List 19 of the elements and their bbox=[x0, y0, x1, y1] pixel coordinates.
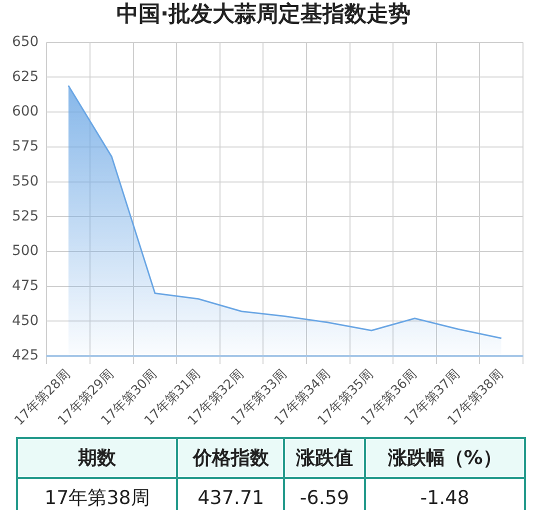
text: -6.59 bbox=[284, 478, 365, 510]
text: 涨跌幅（%） bbox=[364, 438, 525, 478]
y-tick-label: 525 bbox=[12, 208, 39, 224]
text: 17年第38周 bbox=[17, 478, 178, 510]
y-tick-label: 500 bbox=[12, 243, 39, 260]
y-tick-label: 425 bbox=[12, 348, 39, 364]
y-tick-label: 550 bbox=[12, 173, 39, 190]
text: 价格指数 bbox=[177, 438, 284, 478]
text: -1.48 bbox=[364, 478, 525, 510]
text: 437.71 bbox=[177, 478, 284, 510]
y-tick-label: 650 bbox=[12, 34, 39, 50]
y-tick-label: 450 bbox=[12, 312, 39, 329]
y-tick-label: 600 bbox=[12, 104, 39, 120]
y-tick-label: 625 bbox=[12, 68, 39, 85]
text: 期数 bbox=[17, 438, 178, 478]
y-tick-label: 575 bbox=[12, 138, 39, 155]
text: 涨跌值 bbox=[284, 438, 365, 478]
y-tick-label: 475 bbox=[12, 278, 39, 294]
chart-title: 中国·批发大蒜周定基指数走势 bbox=[116, 0, 411, 27]
